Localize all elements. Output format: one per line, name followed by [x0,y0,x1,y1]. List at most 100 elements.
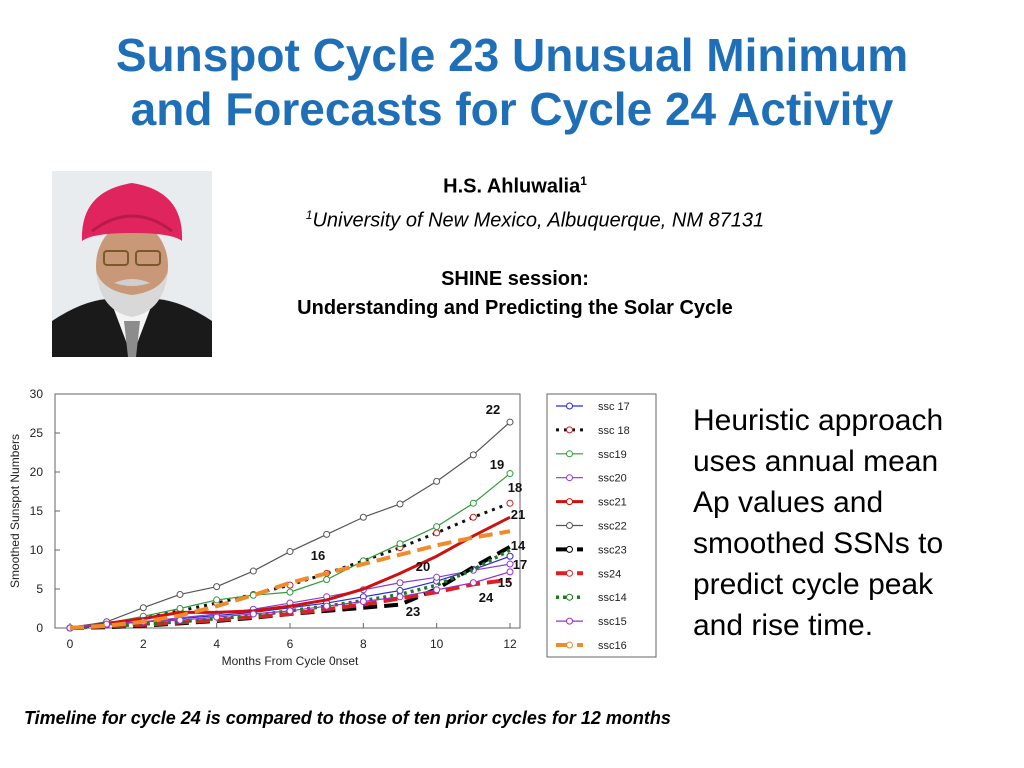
series-end-label: 18 [508,480,522,495]
y-axis-label: Smoothed Sunspot Numbers [8,434,22,588]
series-end-label: 19 [490,457,504,472]
legend-box [546,393,657,658]
session-line-1: SHINE session: [441,268,589,290]
legend-label: ssc21 [598,497,627,509]
x-tick-label: 12 [503,637,517,651]
data-point [213,583,221,591]
data-point [506,552,514,560]
y-tick-label: 0 [36,621,43,635]
x-axis-label: Months From Cycle 0nset [222,654,359,668]
data-point [506,418,514,426]
data-point [396,540,404,548]
data-point [506,568,514,576]
author-superscript: 1 [580,174,587,188]
data-point [396,593,404,601]
description-line: and rise time. [693,609,874,642]
y-tick-label: 15 [30,504,44,518]
data-point [396,579,404,587]
legend-label: ssc23 [598,544,627,556]
figure-caption: Timeline for cycle 24 is compared to tho… [24,708,671,728]
series-end-label: 21 [511,507,525,522]
description-line: uses annual mean [693,445,939,478]
author-name: H.S. Ahluwalia1 [225,174,805,199]
chart-container: 0 5 10 15 20 25 30 0 2 4 6 8 10 12 Months From Cycle 0… [0,382,670,672]
legend-label: ssc19 [598,449,627,461]
data-point [286,588,294,596]
y-tick-label: 20 [30,465,44,479]
x-tick-label: 10 [430,637,444,651]
legend-marker [566,617,573,625]
data-point [213,596,221,604]
legend-label: ssc22 [598,521,627,533]
title-line-2: and Forecasts for Cycle 24 Activity [130,83,894,135]
x-tick-label: 6 [287,637,294,651]
data-point [359,513,367,521]
affiliation: 1University of New Mexico, Albuquerque, … [225,208,845,233]
author-name-text: H.S. Ahluwalia [443,175,581,198]
data-point [433,477,441,485]
legend-marker [566,569,573,577]
data-point [433,523,441,531]
poster-title: Sunspot Cycle 23 Unusual Minimum and For… [0,28,1024,136]
title-line-1: Sunspot Cycle 23 Unusual Minimum [115,29,909,81]
data-point [433,586,441,594]
series-line-16 [69,529,511,630]
affiliation-text: University of New Mexico, Albuquerque, N… [312,209,765,232]
data-point [396,587,404,595]
series-end-label: 22 [486,402,500,417]
legend-marker [566,593,573,601]
data-point [506,499,514,507]
legend-label: ssc16 [598,640,627,652]
series-end-label: 23 [406,604,420,619]
legend-marker [566,402,573,410]
session-line-2: Understanding and Predicting the Solar C… [297,297,733,319]
data-point [139,604,147,612]
legend-label: ssc14 [598,592,627,604]
y-tick-label: 10 [30,543,44,557]
data-point [396,500,404,508]
data-point [469,579,477,587]
description-line: Ap values and [693,486,884,519]
x-tick-label: 2 [140,637,147,651]
data-point [213,613,221,621]
session-info: SHINE session: Understanding and Predict… [225,265,805,323]
legend-marker [566,426,573,434]
data-point [323,530,331,538]
data-point [176,590,184,598]
data-point [286,548,294,556]
data-point [433,529,441,537]
legend-label: ssc15 [598,616,627,628]
series-end-label: 14 [511,538,526,553]
data-point [359,597,367,605]
data-point [469,499,477,507]
data-point [323,576,331,584]
data-point [249,610,257,618]
x-tick-label: 0 [67,637,74,651]
y-tick-label: 5 [36,582,43,596]
legend-marker [566,498,573,506]
data-point [506,470,514,478]
legend-marker [566,545,573,553]
legend-marker [566,474,573,482]
data-point [176,605,184,612]
data-point [286,607,294,615]
legend-marker [566,522,573,529]
y-tick-label: 25 [30,426,44,440]
series-end-label: 24 [479,590,494,605]
description-line: smoothed SSNs to [693,527,944,560]
y-tick-label: 30 [30,387,44,401]
data-point [323,602,331,610]
series-end-label: 16 [311,548,325,563]
legend-label: ssc20 [598,473,627,485]
data-point [469,513,477,521]
series-end-label: 17 [513,557,527,572]
legend-marker [566,450,573,458]
x-tick-label: 4 [213,637,220,651]
description-line: Heuristic approach [693,404,944,437]
data-point [469,451,477,459]
legend-label: ss24 [598,568,621,580]
author-photo [52,171,212,357]
data-point [506,560,514,568]
legend-label: ssc 17 [598,401,630,413]
